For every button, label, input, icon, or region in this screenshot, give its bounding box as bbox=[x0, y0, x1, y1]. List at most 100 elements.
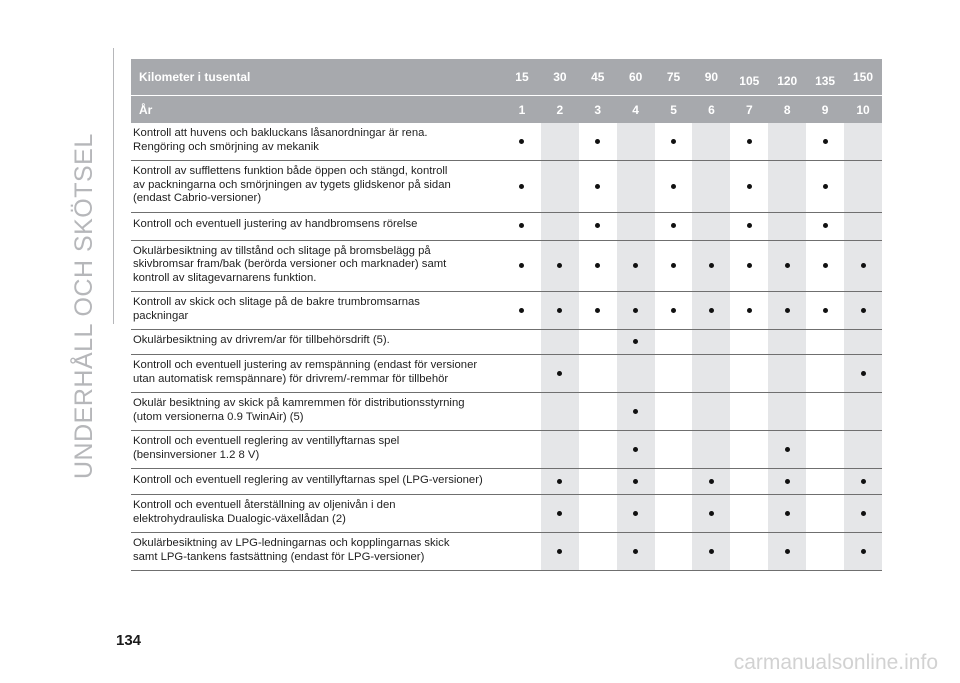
km-value: 120 bbox=[768, 59, 807, 96]
schedule-cell bbox=[806, 392, 845, 431]
schedule-cell bbox=[730, 430, 769, 469]
schedule-cell bbox=[730, 392, 769, 431]
scheduled-dot bbox=[730, 160, 769, 213]
schedule-cell bbox=[654, 494, 693, 533]
year-value: 4 bbox=[616, 95, 655, 123]
schedule-cell bbox=[844, 123, 882, 161]
scheduled-dot bbox=[806, 123, 845, 161]
schedule-cell bbox=[616, 160, 655, 213]
schedule-cell bbox=[806, 329, 845, 355]
schedule-cell bbox=[730, 494, 769, 533]
year-value: 3 bbox=[578, 95, 617, 123]
schedule-cell bbox=[692, 354, 731, 393]
schedule-cell bbox=[768, 392, 807, 431]
task-description: Kontroll och eventuell reglering av vent… bbox=[131, 468, 504, 495]
schedule-cell bbox=[654, 532, 693, 571]
table-row: Kontroll och eventuell återställning av … bbox=[131, 494, 882, 533]
schedule-cell bbox=[503, 468, 541, 495]
scheduled-dot bbox=[730, 291, 769, 330]
scheduled-dot bbox=[768, 494, 807, 533]
scheduled-dot bbox=[616, 468, 655, 495]
scheduled-dot bbox=[503, 291, 541, 330]
task-description: Okulärbesiktning av drivrem/ar för tillb… bbox=[131, 329, 504, 355]
section-side-title: UNDERHÅLL OCH SKÖTSEL bbox=[70, 133, 98, 479]
scheduled-dot bbox=[768, 291, 807, 330]
schedule-cell bbox=[578, 468, 617, 495]
schedule-cell bbox=[806, 494, 845, 533]
year-value: 5 bbox=[654, 95, 693, 123]
km-value: 75 bbox=[654, 59, 693, 96]
scheduled-dot bbox=[844, 240, 882, 292]
task-description: Kontroll att huvens och bakluckans låsan… bbox=[131, 123, 504, 161]
scheduled-dot bbox=[654, 123, 693, 161]
scheduled-dot bbox=[540, 468, 579, 495]
scheduled-dot bbox=[578, 160, 617, 213]
schedule-cell bbox=[503, 494, 541, 533]
task-description: Kontroll av skick och slitage på de bakr… bbox=[131, 291, 504, 330]
year-value: 9 bbox=[806, 95, 845, 123]
table-row: Kontroll att huvens och bakluckans låsan… bbox=[131, 123, 882, 161]
header-row-km: Kilometer i tusental 15 30 45 60 75 90 1… bbox=[131, 59, 882, 96]
table-row: Okulär besiktning av skick på kamremmen … bbox=[131, 392, 882, 431]
schedule-cell bbox=[806, 354, 845, 393]
scheduled-dot bbox=[503, 160, 541, 213]
task-description: Kontroll och eventuell justering av rems… bbox=[131, 354, 504, 393]
year-value: 8 bbox=[768, 95, 807, 123]
schedule-cell bbox=[730, 532, 769, 571]
km-value: 30 bbox=[540, 59, 579, 96]
scheduled-dot bbox=[692, 494, 731, 533]
scheduled-dot bbox=[806, 212, 845, 241]
scheduled-dot bbox=[806, 160, 845, 213]
schedule-cell bbox=[540, 160, 579, 213]
schedule-cell bbox=[654, 392, 693, 431]
scheduled-dot bbox=[692, 240, 731, 292]
table-row: Kontroll och eventuell justering av rems… bbox=[131, 354, 882, 393]
schedule-cell bbox=[540, 430, 579, 469]
scheduled-dot bbox=[540, 240, 579, 292]
scheduled-dot bbox=[540, 354, 579, 393]
scheduled-dot bbox=[844, 291, 882, 330]
year-label: År bbox=[131, 95, 504, 123]
schedule-cell bbox=[578, 494, 617, 533]
table-row: Kontroll av skick och slitage på de bakr… bbox=[131, 291, 882, 330]
scheduled-dot bbox=[768, 468, 807, 495]
schedule-cell bbox=[540, 212, 579, 241]
year-value: 6 bbox=[692, 95, 731, 123]
year-value: 7 bbox=[730, 95, 769, 123]
schedule-cell bbox=[503, 532, 541, 571]
schedule-cell bbox=[692, 123, 731, 161]
scheduled-dot bbox=[844, 494, 882, 533]
scheduled-dot bbox=[578, 291, 617, 330]
schedule-cell bbox=[730, 468, 769, 495]
schedule-cell bbox=[540, 329, 579, 355]
schedule-cell bbox=[844, 160, 882, 213]
scheduled-dot bbox=[578, 212, 617, 241]
schedule-cell bbox=[503, 430, 541, 469]
scheduled-dot bbox=[616, 532, 655, 571]
scheduled-dot bbox=[578, 240, 617, 292]
schedule-cell bbox=[844, 430, 882, 469]
scheduled-dot bbox=[616, 240, 655, 292]
km-value: 15 bbox=[503, 59, 541, 96]
schedule-cell bbox=[654, 430, 693, 469]
schedule-cell bbox=[503, 329, 541, 355]
table-row: Okulärbesiktning av drivrem/ar för tillb… bbox=[131, 329, 882, 355]
scheduled-dot bbox=[844, 532, 882, 571]
schedule-cell bbox=[768, 354, 807, 393]
schedule-cell bbox=[844, 329, 882, 355]
schedule-cell bbox=[768, 160, 807, 213]
scheduled-dot bbox=[844, 468, 882, 495]
schedule-cell bbox=[806, 468, 845, 495]
scheduled-dot bbox=[768, 532, 807, 571]
scheduled-dot bbox=[730, 240, 769, 292]
task-description: Okulärbesiktning av LPG-ledningarnas och… bbox=[131, 532, 504, 571]
scheduled-dot bbox=[844, 354, 882, 393]
schedule-cell bbox=[768, 329, 807, 355]
scheduled-dot bbox=[692, 532, 731, 571]
scheduled-dot bbox=[768, 430, 807, 469]
km-value: 135 bbox=[806, 59, 845, 96]
schedule-cell bbox=[616, 354, 655, 393]
scheduled-dot bbox=[806, 291, 845, 330]
table-row: Okulärbesiktning av tillstånd och slitag… bbox=[131, 240, 882, 292]
schedule-cell bbox=[578, 329, 617, 355]
